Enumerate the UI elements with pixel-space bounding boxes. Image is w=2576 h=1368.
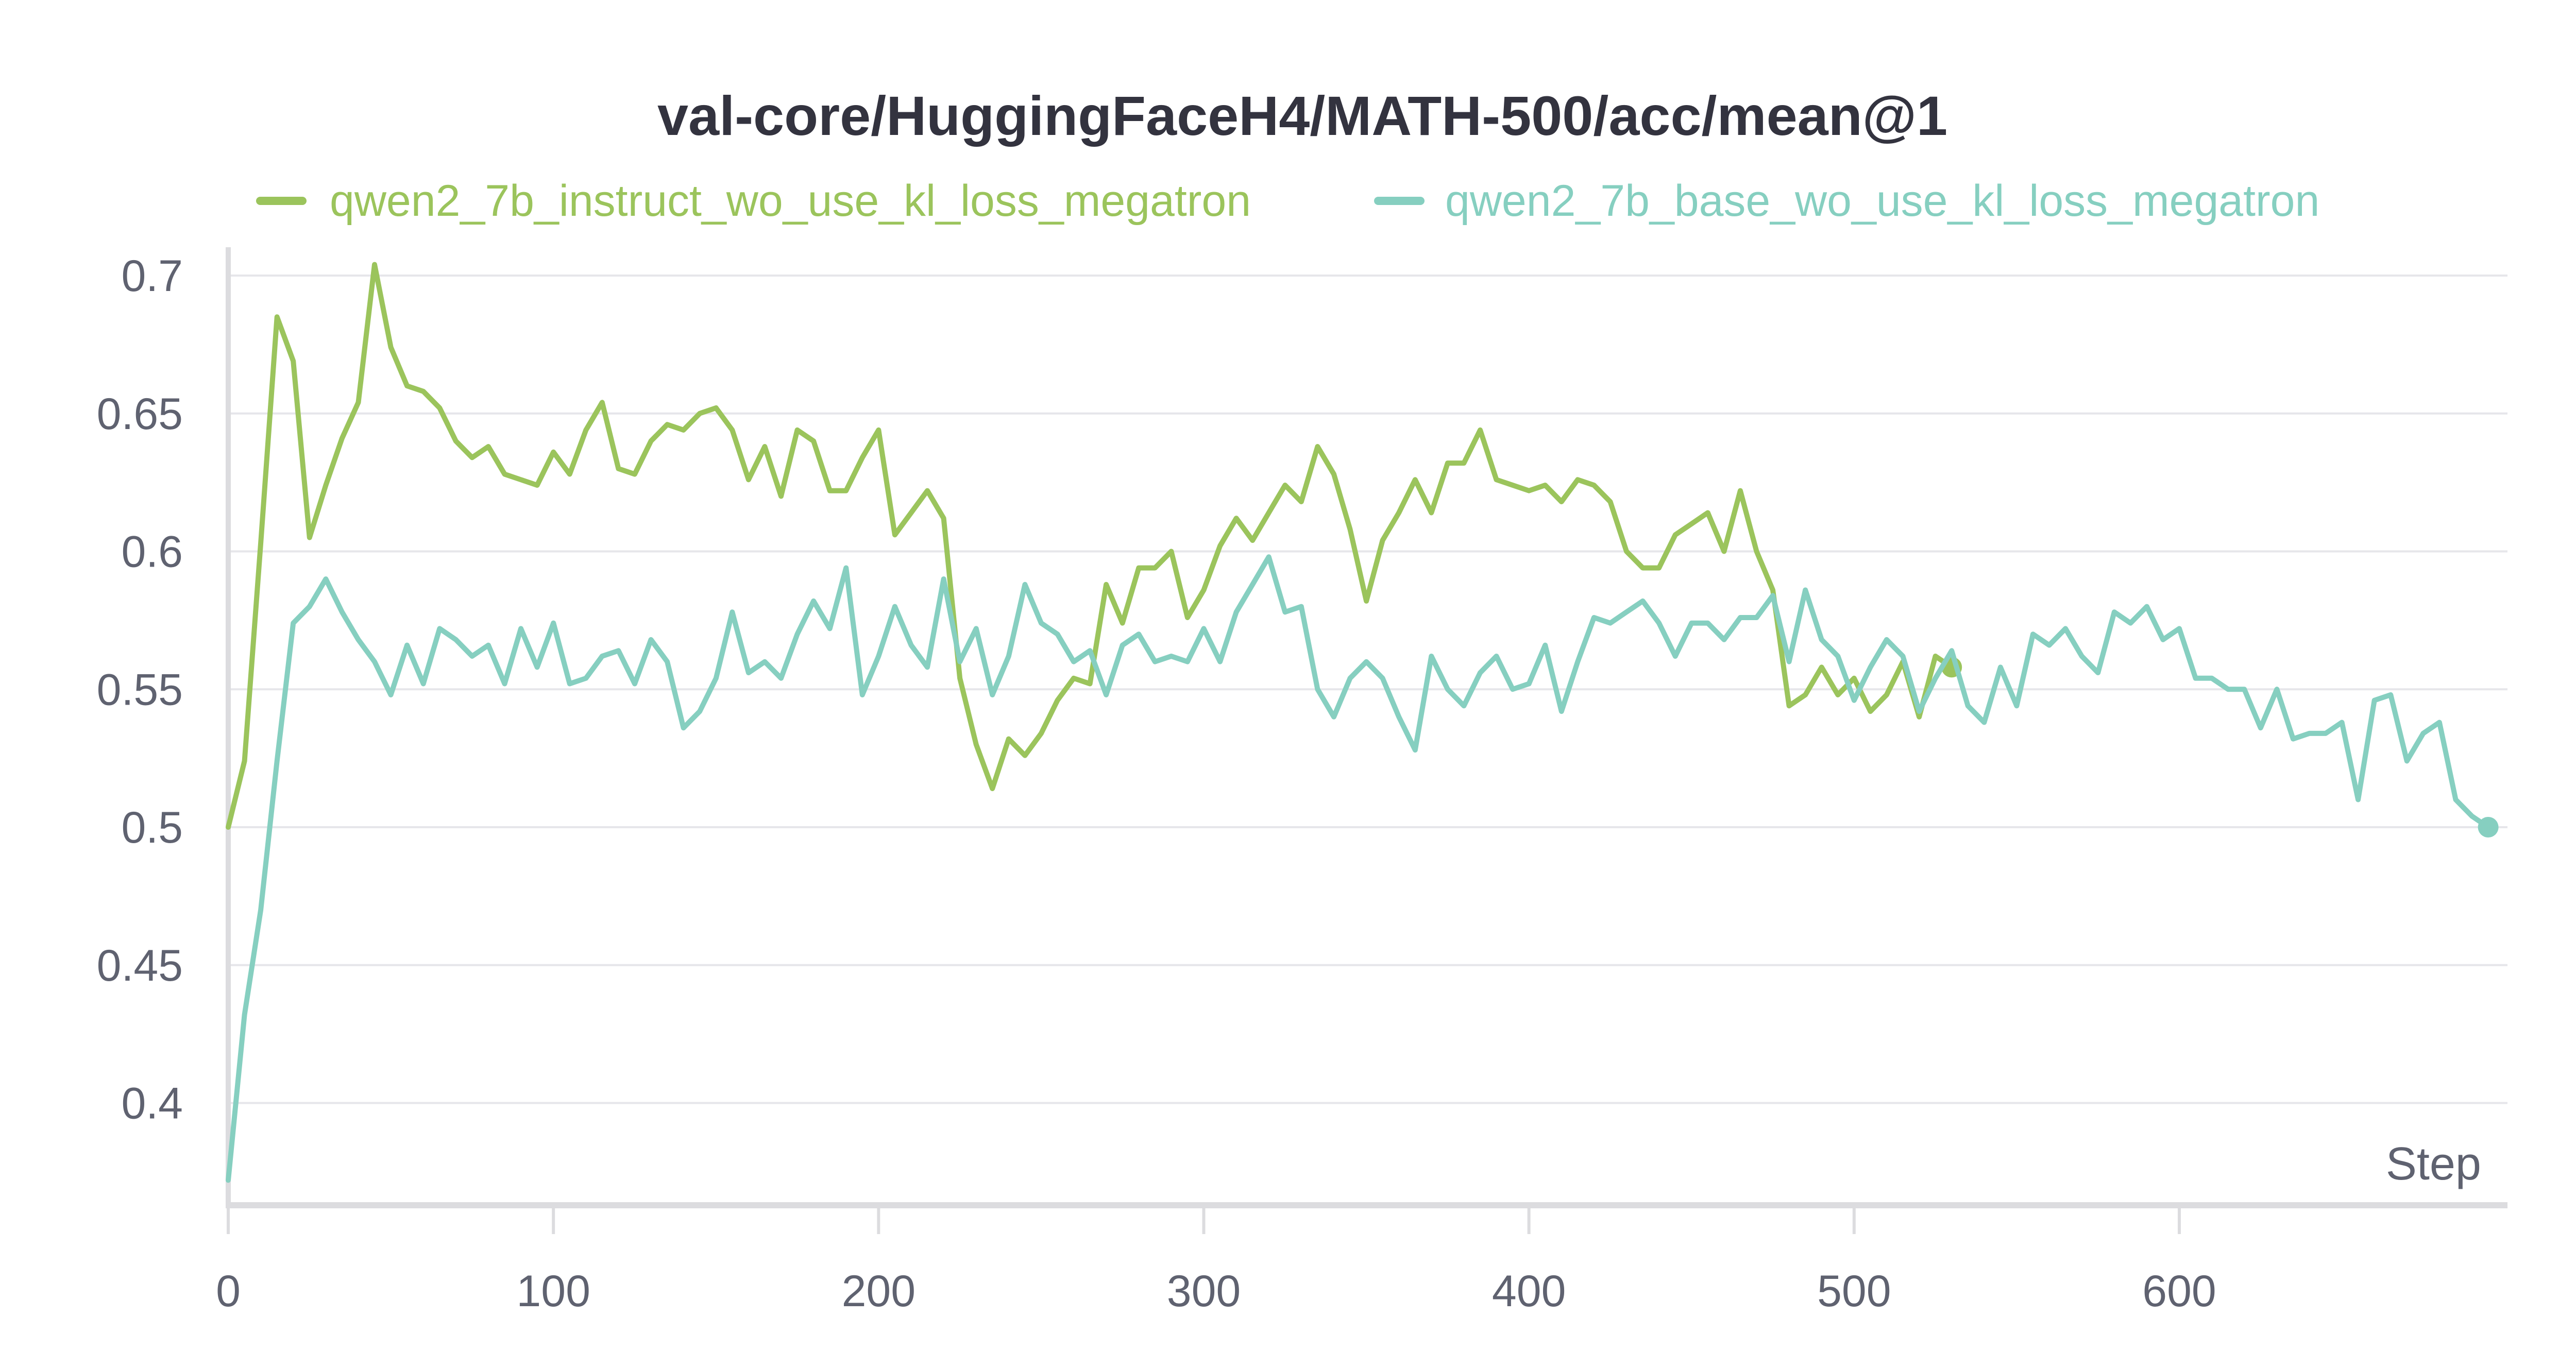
x-tick-label: 100 <box>516 1267 590 1316</box>
x-tick-label: 400 <box>1492 1267 1566 1316</box>
grid-lines: 0.4 0.45 0.5 0.55 0.6 0.65 0.7 <box>97 251 2507 1128</box>
legend: qwen2_7b_instruct_wo_use_kl_loss_megatro… <box>256 176 2319 226</box>
x-axis-label: Step <box>2386 1138 2481 1190</box>
series-line-1[interactable] <box>226 262 1955 830</box>
y-tick-label: 0.6 <box>121 527 183 577</box>
x-tick-label: 500 <box>1817 1267 1891 1316</box>
x-tick-label: 0 <box>216 1267 241 1316</box>
series-end-marker-2[interactable] <box>2478 817 2499 837</box>
y-tick-label: 0.55 <box>97 665 183 714</box>
y-tick-label: 0.65 <box>97 389 183 439</box>
series-line-2[interactable] <box>226 554 2491 1183</box>
y-tick-label: 0.4 <box>121 1079 183 1128</box>
y-tick-label: 0.45 <box>97 941 183 990</box>
x-tick-label: 300 <box>1167 1267 1241 1316</box>
y-tick-label: 0.7 <box>121 251 183 301</box>
axes: 0 100 200 300 400 500 600 <box>216 247 2507 1316</box>
legend-label-2[interactable]: qwen2_7b_base_wo_use_kl_loss_megatron <box>1445 176 2319 226</box>
y-tick-label: 0.5 <box>121 803 183 852</box>
x-tick-label: 200 <box>842 1267 916 1316</box>
chart-title: val-core/HuggingFaceH4/MATH-500/acc/mean… <box>657 84 1947 147</box>
series-layer <box>226 262 2499 1183</box>
legend-label-1[interactable]: qwen2_7b_instruct_wo_use_kl_loss_megatro… <box>330 176 1251 226</box>
x-tick-label: 600 <box>2142 1267 2216 1316</box>
